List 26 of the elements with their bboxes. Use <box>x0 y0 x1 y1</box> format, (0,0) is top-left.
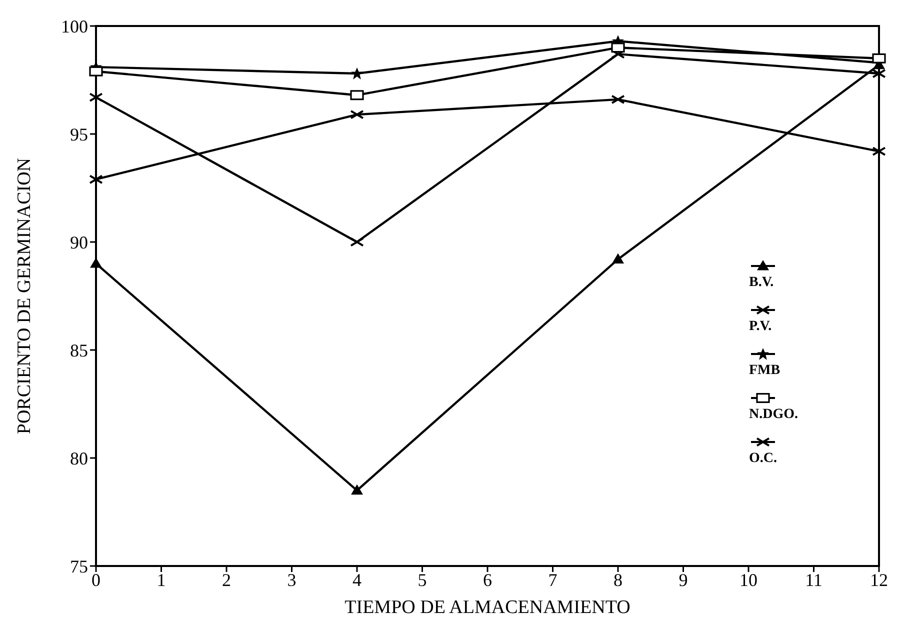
legend-label: FMB <box>749 363 780 378</box>
x-tick-label: 1 <box>156 570 166 590</box>
x-tick-label: 12 <box>870 570 888 590</box>
x-tick-label: 3 <box>287 570 296 590</box>
x-axis-title: TIEMPO DE ALMACENAMIENTO <box>344 597 630 618</box>
x-tick-label: 7 <box>548 570 558 590</box>
x-tick-label: 2 <box>222 570 231 590</box>
legend-label: N.DGO. <box>749 407 798 422</box>
y-tick-label: 95 <box>70 124 88 144</box>
x-tick-label: 10 <box>740 570 758 590</box>
legend-label: B.V. <box>749 275 774 290</box>
legend-label: O.C. <box>749 451 777 466</box>
y-axis-title: PORCIENTO DE GERMINACION <box>14 158 35 434</box>
x-tick-label: 11 <box>805 570 822 590</box>
y-tick-label: 100 <box>61 16 88 36</box>
x-tick-label: 4 <box>352 570 362 590</box>
x-tick-label: 0 <box>92 570 100 590</box>
y-tick-label: 85 <box>70 340 88 360</box>
y-tick-label: 80 <box>70 448 88 468</box>
x-tick-label: 6 <box>483 570 492 590</box>
y-tick-label: 75 <box>70 556 88 576</box>
x-tick-label: 8 <box>614 570 622 590</box>
x-tick-label: 9 <box>678 570 688 590</box>
legend-label: P.V. <box>749 319 772 334</box>
x-tick-label: 5 <box>418 570 427 590</box>
y-tick-label: 90 <box>70 232 88 252</box>
